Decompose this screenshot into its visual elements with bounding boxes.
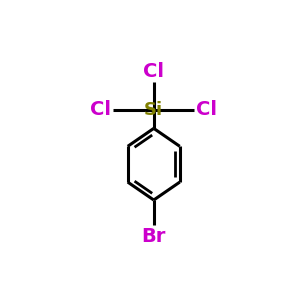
Text: Cl: Cl xyxy=(90,100,111,119)
Text: Si: Si xyxy=(144,101,163,119)
Text: Cl: Cl xyxy=(143,62,164,81)
Text: Cl: Cl xyxy=(196,100,218,119)
Text: Br: Br xyxy=(142,226,166,246)
